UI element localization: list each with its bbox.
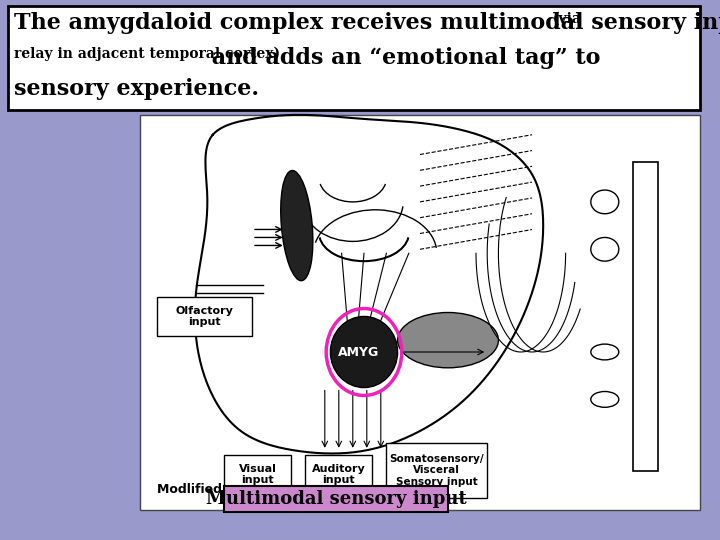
Ellipse shape (591, 344, 618, 360)
Bar (140, 115, 700, 510)
Bar (8, 6, 700, 110)
Text: and adds an “emotional tag” to: and adds an “emotional tag” to (204, 47, 600, 69)
Bar (633, 163, 658, 470)
Text: (via: (via (553, 12, 582, 26)
Text: Visual
input: Visual input (238, 464, 276, 485)
Ellipse shape (591, 190, 618, 214)
Bar (224, 455, 291, 494)
Bar (387, 443, 487, 498)
Text: The amygdaloid complex receives multimodal sensory input: The amygdaloid complex receives multimod… (14, 12, 720, 34)
Text: Olfactory
input: Olfactory input (176, 306, 233, 327)
Bar (157, 296, 252, 336)
Text: relay in adjacent temporal cortex): relay in adjacent temporal cortex) (14, 47, 280, 62)
Ellipse shape (591, 392, 618, 407)
Bar (224, 487, 448, 512)
Ellipse shape (591, 238, 618, 261)
Ellipse shape (281, 171, 313, 281)
Text: AMYG: AMYG (338, 346, 379, 359)
Ellipse shape (397, 313, 498, 368)
Text: sensory experience.: sensory experience. (14, 78, 259, 100)
Text: Auditory
input: Auditory input (312, 464, 366, 485)
Bar (305, 455, 372, 494)
Text: Somatosensory/
Visceral
Sensory input: Somatosensory/ Visceral Sensory input (390, 454, 484, 487)
Text: Modlified from Niewenhuys: Modlified from Niewenhuys (157, 483, 348, 496)
Ellipse shape (330, 316, 397, 388)
Text: Multimodal sensory input: Multimodal sensory input (206, 490, 467, 508)
